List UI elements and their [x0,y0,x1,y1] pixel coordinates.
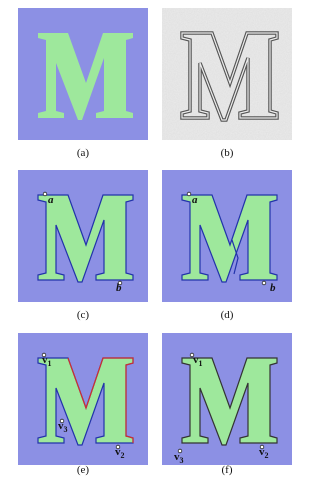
caption: (e) [77,464,90,476]
point [259,444,265,450]
point [261,280,267,286]
label-letter: b [270,282,276,294]
contour [181,357,278,446]
panel: ab [18,170,148,302]
label-subscript: 2 [121,451,125,460]
point-label: b [270,282,276,294]
point-label: a [48,194,54,206]
point [59,418,65,424]
label-subscript: 3 [180,456,184,465]
caption: (d) [221,309,234,321]
label-letter: v [174,451,180,463]
label-subscript: 3 [64,425,68,434]
letter [38,358,133,445]
point [189,352,195,358]
label-letter: a [192,194,198,206]
label-letter: b [116,282,122,294]
contour [37,194,134,283]
label-letter: v [58,420,64,432]
point-label: v2 [115,446,125,460]
point-label: v1 [193,354,203,368]
label-subscript: 2 [265,451,269,460]
letter [38,195,133,282]
contour-red [67,357,134,443]
point [117,280,123,286]
label-letter: v [259,446,265,458]
letter [182,358,277,445]
label-subscript: 1 [48,359,52,368]
point [177,448,183,454]
caption: (b) [221,147,234,159]
panel [18,8,148,140]
label-letter: v [115,446,121,458]
caption: (f) [222,464,233,476]
point [186,191,192,197]
point-label: b [116,282,122,294]
letter [38,33,133,120]
point [41,352,47,358]
point-label: v3 [174,451,184,465]
point-label: a [192,194,198,206]
label-subscript: 1 [199,359,203,368]
letter [182,195,277,282]
panel [162,8,292,140]
caption: (a) [77,147,90,159]
point [115,444,121,450]
caption: (c) [77,309,90,321]
contour [181,194,278,283]
label-letter: a [48,194,54,206]
panel: ab [162,170,292,302]
point [42,191,48,197]
panel-background [18,8,148,140]
letter-edge-inner [181,32,278,121]
point-label: v1 [42,354,52,368]
cut [231,239,239,275]
point-label: v2 [259,446,269,460]
point-label: v3 [58,420,68,434]
label-letter: v [42,354,48,366]
label-letter: v [193,354,199,366]
